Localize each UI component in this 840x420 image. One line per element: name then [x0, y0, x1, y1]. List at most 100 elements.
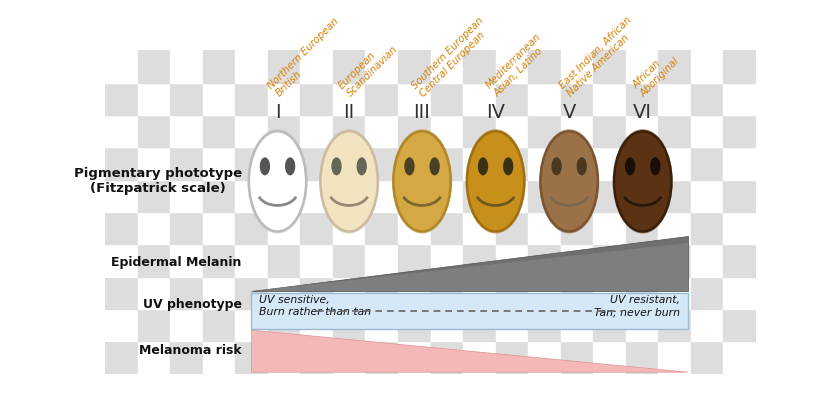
Bar	[398, 277, 431, 309]
Bar	[333, 341, 365, 374]
Bar	[431, 115, 463, 147]
Bar	[431, 341, 463, 374]
Text: III: III	[413, 102, 430, 121]
Bar	[365, 50, 398, 83]
Bar	[202, 341, 235, 374]
Bar	[593, 309, 626, 341]
Ellipse shape	[478, 158, 488, 176]
Bar	[202, 147, 235, 180]
Bar	[365, 277, 398, 309]
Bar	[593, 180, 626, 212]
Bar	[235, 341, 268, 374]
Bar	[690, 212, 723, 244]
Bar	[528, 244, 561, 277]
Text: IV: IV	[486, 102, 505, 121]
Bar	[333, 309, 365, 341]
Bar	[105, 115, 138, 147]
Bar	[301, 212, 333, 244]
Bar	[463, 277, 496, 309]
Bar	[561, 341, 593, 374]
Bar	[659, 50, 691, 83]
Bar	[171, 309, 202, 341]
Bar	[593, 212, 626, 244]
Ellipse shape	[650, 158, 660, 176]
Ellipse shape	[393, 131, 451, 231]
Bar	[398, 244, 431, 277]
Bar	[268, 244, 301, 277]
Bar	[431, 83, 463, 115]
Bar	[528, 277, 561, 309]
Bar	[365, 147, 398, 180]
Text: Mediterranean
Asian, Latino: Mediterranean Asian, Latino	[484, 32, 551, 99]
Bar	[202, 309, 235, 341]
Bar	[105, 244, 138, 277]
Bar	[398, 180, 431, 212]
Bar	[235, 212, 268, 244]
Text: Northern European
British: Northern European British	[265, 16, 349, 99]
Bar	[202, 50, 235, 83]
Bar	[398, 50, 431, 83]
Bar	[202, 83, 235, 115]
Bar	[301, 180, 333, 212]
Bar	[496, 212, 528, 244]
Bar	[268, 115, 301, 147]
Bar	[235, 50, 268, 83]
Ellipse shape	[285, 158, 296, 176]
Ellipse shape	[249, 131, 306, 231]
Bar	[171, 115, 202, 147]
Bar	[496, 244, 528, 277]
Bar	[593, 277, 626, 309]
Bar	[496, 147, 528, 180]
Bar	[723, 115, 756, 147]
Bar	[333, 277, 365, 309]
Bar	[659, 147, 691, 180]
Bar	[496, 115, 528, 147]
Bar	[723, 83, 756, 115]
Bar	[235, 147, 268, 180]
Bar	[333, 180, 365, 212]
Bar	[431, 212, 463, 244]
Bar	[105, 83, 138, 115]
Bar	[561, 50, 593, 83]
Bar	[333, 50, 365, 83]
Bar	[690, 115, 723, 147]
Text: Melanoma risk: Melanoma risk	[139, 344, 242, 357]
Bar	[431, 147, 463, 180]
Bar	[301, 83, 333, 115]
Bar	[202, 115, 235, 147]
Text: II: II	[344, 102, 354, 121]
Bar	[561, 244, 593, 277]
Bar	[463, 212, 496, 244]
Bar	[171, 244, 202, 277]
Polygon shape	[251, 330, 688, 372]
Bar	[723, 212, 756, 244]
Bar	[659, 180, 691, 212]
Bar	[301, 147, 333, 180]
Bar	[496, 341, 528, 374]
Ellipse shape	[540, 131, 598, 231]
Ellipse shape	[331, 158, 342, 176]
Bar	[268, 50, 301, 83]
Ellipse shape	[260, 158, 270, 176]
Bar	[626, 244, 659, 277]
Bar	[301, 115, 333, 147]
Bar	[659, 277, 691, 309]
Bar	[496, 180, 528, 212]
Bar	[723, 50, 756, 83]
Ellipse shape	[356, 158, 367, 176]
Bar	[723, 309, 756, 341]
Bar	[463, 341, 496, 374]
Bar	[528, 147, 561, 180]
Bar	[138, 277, 171, 309]
Bar	[333, 115, 365, 147]
Bar	[235, 244, 268, 277]
Bar	[626, 309, 659, 341]
Ellipse shape	[576, 158, 587, 176]
Bar	[431, 50, 463, 83]
Bar	[528, 180, 561, 212]
Bar	[723, 147, 756, 180]
Bar	[690, 147, 723, 180]
Bar	[105, 212, 138, 244]
Bar	[723, 277, 756, 309]
Bar	[463, 244, 496, 277]
